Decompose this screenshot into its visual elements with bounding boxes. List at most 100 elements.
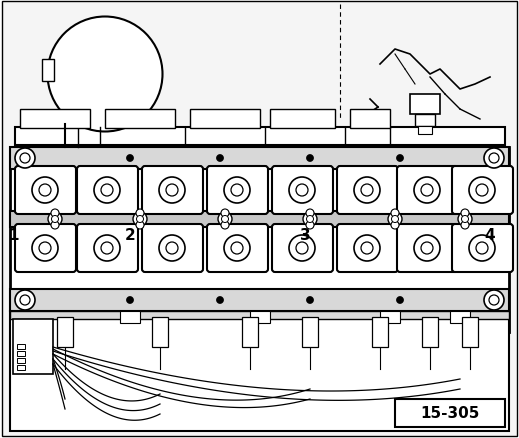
Bar — [422, 317, 438, 347]
Circle shape — [307, 297, 313, 304]
FancyBboxPatch shape — [142, 166, 203, 215]
Circle shape — [133, 212, 147, 226]
Circle shape — [94, 236, 120, 261]
Bar — [57, 317, 73, 347]
Circle shape — [296, 184, 308, 197]
Bar — [17, 358, 25, 363]
FancyBboxPatch shape — [452, 225, 513, 272]
Circle shape — [484, 148, 504, 169]
Circle shape — [127, 155, 133, 162]
Circle shape — [48, 212, 62, 226]
FancyBboxPatch shape — [272, 166, 333, 215]
Circle shape — [354, 236, 380, 261]
Circle shape — [361, 243, 373, 254]
Bar — [372, 317, 388, 347]
Circle shape — [296, 243, 308, 254]
Circle shape — [303, 212, 317, 226]
Circle shape — [101, 243, 113, 254]
Bar — [190, 110, 260, 129]
Bar — [10, 212, 509, 227]
Circle shape — [101, 184, 113, 197]
Bar — [42, 60, 54, 82]
Circle shape — [391, 209, 399, 218]
Bar — [17, 365, 25, 370]
Circle shape — [476, 184, 488, 197]
Text: 15-305: 15-305 — [420, 406, 480, 420]
Circle shape — [218, 212, 232, 226]
Bar — [20, 110, 90, 129]
Circle shape — [414, 177, 440, 204]
FancyBboxPatch shape — [397, 225, 458, 272]
FancyBboxPatch shape — [272, 225, 333, 272]
Bar — [10, 148, 509, 332]
Bar — [10, 290, 509, 311]
Circle shape — [15, 148, 35, 169]
Circle shape — [469, 177, 495, 204]
Bar — [415, 115, 435, 127]
Circle shape — [458, 212, 472, 226]
Circle shape — [414, 236, 440, 261]
Bar — [418, 127, 432, 135]
Circle shape — [224, 177, 250, 204]
Circle shape — [489, 295, 499, 305]
FancyBboxPatch shape — [207, 225, 268, 272]
Bar — [250, 311, 270, 323]
Bar — [10, 311, 509, 431]
Circle shape — [94, 177, 120, 204]
Bar — [302, 317, 318, 347]
Circle shape — [136, 209, 144, 218]
Circle shape — [222, 216, 228, 223]
Circle shape — [39, 184, 51, 197]
Circle shape — [166, 243, 178, 254]
Circle shape — [289, 177, 315, 204]
Bar — [13, 319, 53, 374]
Circle shape — [15, 290, 35, 310]
Text: 1: 1 — [9, 227, 19, 242]
FancyBboxPatch shape — [77, 225, 138, 272]
Ellipse shape — [48, 18, 162, 132]
Bar — [410, 95, 440, 115]
Bar — [10, 148, 509, 170]
Circle shape — [307, 216, 313, 223]
Circle shape — [51, 209, 59, 218]
Circle shape — [51, 222, 59, 230]
FancyBboxPatch shape — [337, 225, 398, 272]
FancyBboxPatch shape — [77, 166, 138, 215]
Bar — [105, 110, 175, 129]
Circle shape — [289, 236, 315, 261]
Circle shape — [306, 209, 314, 218]
FancyBboxPatch shape — [15, 225, 76, 272]
Circle shape — [421, 184, 433, 197]
Bar — [15, 128, 505, 146]
Circle shape — [159, 177, 185, 204]
Bar — [17, 351, 25, 356]
Bar — [350, 110, 390, 129]
Circle shape — [421, 243, 433, 254]
Bar — [270, 110, 335, 129]
Circle shape — [461, 209, 469, 218]
Circle shape — [391, 222, 399, 230]
Bar — [450, 311, 470, 323]
Circle shape — [397, 155, 403, 162]
Circle shape — [361, 184, 373, 197]
Circle shape — [231, 184, 243, 197]
Bar — [10, 311, 509, 319]
Circle shape — [159, 236, 185, 261]
Circle shape — [231, 243, 243, 254]
FancyBboxPatch shape — [337, 166, 398, 215]
Circle shape — [216, 297, 224, 304]
Bar — [380, 311, 400, 323]
Circle shape — [307, 155, 313, 162]
Circle shape — [221, 222, 229, 230]
Circle shape — [136, 222, 144, 230]
Text: 3: 3 — [299, 227, 310, 242]
Circle shape — [469, 236, 495, 261]
FancyBboxPatch shape — [142, 225, 203, 272]
Circle shape — [20, 295, 30, 305]
Circle shape — [216, 155, 224, 162]
Bar — [395, 399, 505, 427]
FancyBboxPatch shape — [207, 166, 268, 215]
Circle shape — [221, 209, 229, 218]
FancyBboxPatch shape — [15, 166, 76, 215]
Circle shape — [484, 290, 504, 310]
